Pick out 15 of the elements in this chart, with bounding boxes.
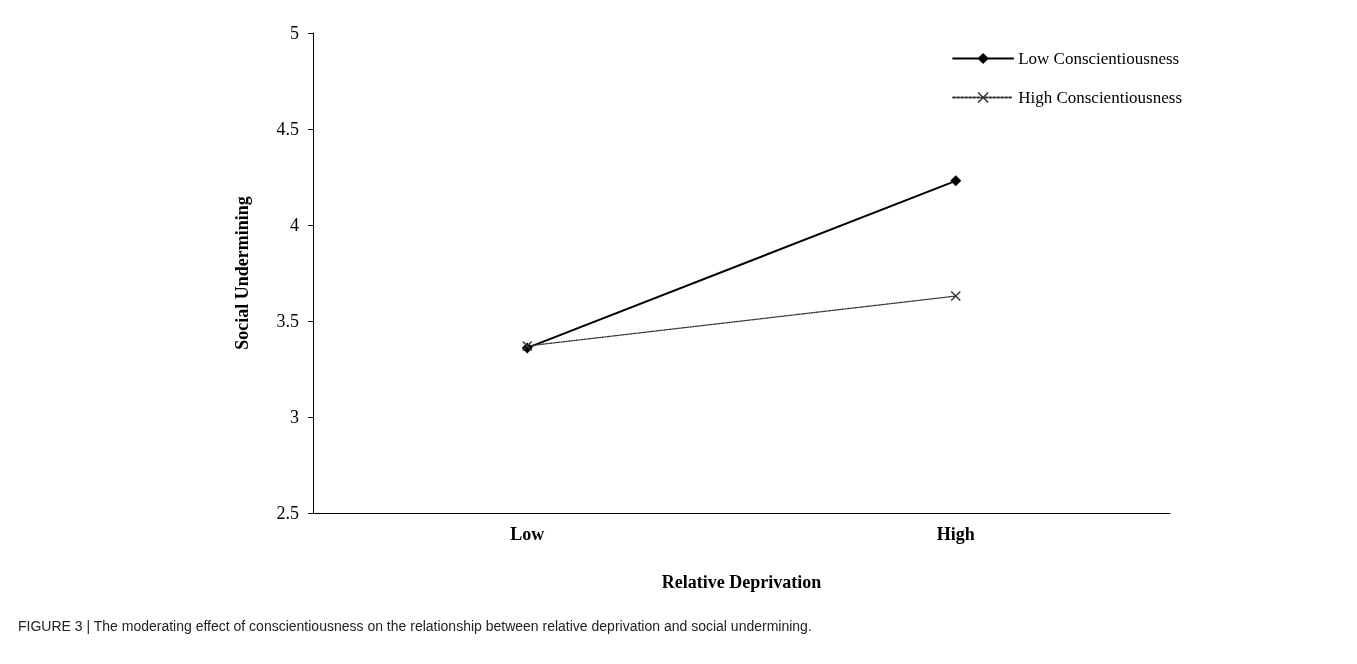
legend-label: High Conscientiousness	[1018, 88, 1182, 107]
y-tick-label: 3	[290, 407, 299, 427]
x-axis-title: Relative Deprivation	[661, 572, 822, 592]
y-tick-label: 4.5	[276, 119, 299, 139]
x-tick-label: Low	[510, 524, 545, 544]
caption: FIGURE 3 | The moderating effect of conscientiousness on the relationship between relative deprivation and social undermining.	[18, 618, 812, 634]
y-tick-label: 4	[290, 215, 299, 235]
point	[950, 175, 962, 187]
point	[950, 291, 961, 302]
y-tick-label: 2.5	[276, 503, 299, 523]
legend-label: Low Conscientiousness	[1018, 49, 1180, 68]
y-tick-label: 5	[290, 23, 299, 43]
x-tick-label: High	[936, 524, 975, 544]
y-axis-title: Social Undermining	[232, 196, 252, 350]
y-tick-label: 3.5	[276, 311, 299, 331]
